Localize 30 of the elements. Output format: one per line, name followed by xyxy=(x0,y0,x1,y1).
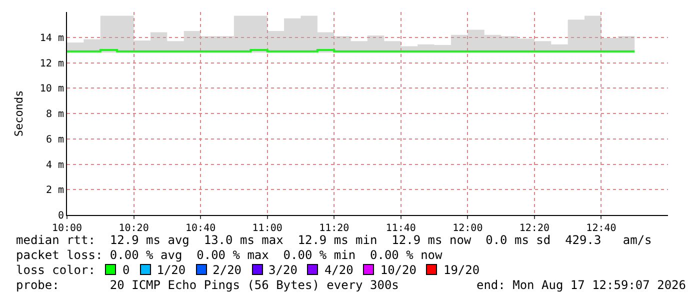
x-tick-label: 10:40 xyxy=(186,223,216,234)
text: 4/20 xyxy=(324,263,354,277)
x-tick-label: 12:40 xyxy=(586,223,616,234)
text: probe: 20 ICMP Echo Pings (56 Bytes) every 300s xyxy=(16,278,399,292)
x-tick-label: 11:40 xyxy=(386,223,416,234)
text: median rtt: 12.9 ms avg 13.0 ms max 12.9 ms min 12.9 ms now 0.0 ms sd 429.3 am/s xyxy=(16,233,652,247)
text: 10/20 xyxy=(380,263,416,277)
x-tick-label: 11:20 xyxy=(319,223,350,234)
x-tick-label: 12:00 xyxy=(452,223,483,234)
x-tick-label: 10:00 xyxy=(52,223,82,234)
y-tick-label: 8 m xyxy=(46,109,64,120)
x-tick-label: 12:20 xyxy=(519,223,550,234)
text: 0 xyxy=(122,263,130,277)
text: packet loss: 0.00 % avg 0.00 % max 0.00 % min 0.00 % now xyxy=(16,248,442,262)
x-tick-label: 10:20 xyxy=(118,223,149,234)
y-tick-label: 14 m xyxy=(40,32,64,44)
x-tick-label: 11:00 xyxy=(252,223,282,234)
y-tick-label: 4 m xyxy=(46,160,64,171)
text: 3/20 xyxy=(268,263,298,277)
y-tick-label: 10 m xyxy=(40,84,64,95)
y-tick-label: 2 m xyxy=(46,185,64,196)
text: end: Mon Aug 17 12:59:07 2026 xyxy=(476,278,686,293)
text: loss color: xyxy=(16,263,96,277)
y-axis-title: Seconds xyxy=(12,90,26,137)
text: 19/20 xyxy=(443,263,480,277)
y-tick-label: 6 m xyxy=(46,134,64,146)
y-tick-label: 12 m xyxy=(40,58,64,70)
text: 1/20 xyxy=(156,263,186,277)
y-tick-label: 0 xyxy=(58,210,64,222)
text: 2/20 xyxy=(212,263,242,277)
